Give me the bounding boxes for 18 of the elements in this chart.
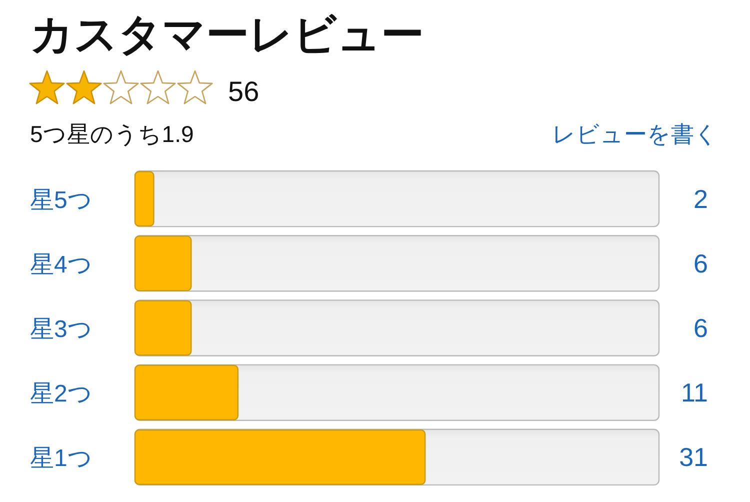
y-tick-label: 星3つ xyxy=(30,316,92,343)
y-tick-label: 星4つ xyxy=(30,251,92,278)
data-label: 6 xyxy=(694,248,708,278)
y-tick-label: 星2つ xyxy=(30,380,92,408)
bar xyxy=(134,300,192,356)
data-label: 2 xyxy=(694,184,708,214)
chart-title: カスタマーレビュー xyxy=(30,11,424,59)
bar xyxy=(134,364,239,420)
text: 5つ星のうち1.9 xyxy=(30,121,194,147)
y-tick-label: 星5つ xyxy=(30,186,92,214)
text: 56 xyxy=(228,76,260,107)
y-tick-label: 星1つ xyxy=(30,445,92,472)
data-label: 6 xyxy=(694,312,708,343)
text: レビューを書く xyxy=(552,121,718,147)
data-label: 11 xyxy=(681,378,708,408)
data-label: 31 xyxy=(679,442,708,472)
bar xyxy=(134,171,154,227)
bar xyxy=(134,236,192,292)
